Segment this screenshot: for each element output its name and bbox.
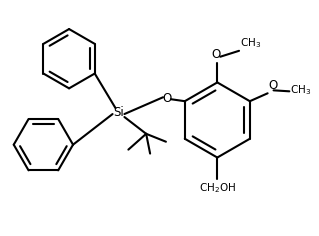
Text: O: O xyxy=(212,48,221,61)
Text: CH$_3$: CH$_3$ xyxy=(240,36,261,50)
Text: Si: Si xyxy=(113,105,124,118)
Text: CH$_2$OH: CH$_2$OH xyxy=(199,181,236,195)
Text: CH$_3$: CH$_3$ xyxy=(290,84,312,97)
Text: O: O xyxy=(269,79,278,92)
Text: O: O xyxy=(162,92,172,105)
